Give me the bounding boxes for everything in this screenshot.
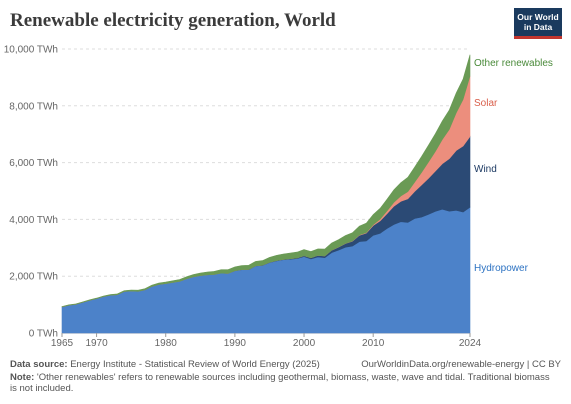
- x-tick-label: 2000: [293, 338, 316, 349]
- x-tick-label: 2024: [459, 338, 482, 349]
- source-url[interactable]: OurWorldinData.org/renewable-energy | CC…: [361, 359, 561, 370]
- logo-line-1: Our World: [517, 12, 559, 22]
- series-labels: Hydropower Wind Solar Other renewables: [474, 58, 553, 274]
- area-other-renewables[interactable]: [61, 54, 471, 308]
- y-axis-ticks: 0 TWh 2,000 TWh 4,000 TWh 6,000 TWh 8,000 TW…: [4, 45, 58, 340]
- owid-logo[interactable]: Our World in Data: [514, 8, 562, 39]
- series-areas: [61, 54, 471, 334]
- y-tick-label: 4,000 TWh: [9, 215, 58, 226]
- data-source-label: Data source:: [10, 359, 68, 370]
- y-tick-label: 10,000 TWh: [4, 45, 58, 56]
- x-tick-label: 1990: [224, 338, 247, 349]
- x-tick-label: 1965: [51, 338, 74, 349]
- x-tick-label: 1970: [85, 338, 108, 349]
- x-tick-label: 2010: [362, 338, 385, 349]
- y-tick-label: 2,000 TWh: [9, 272, 58, 283]
- x-tick-label: 1980: [155, 338, 178, 349]
- logo-line-2: in Data: [523, 22, 553, 32]
- y-tick-label: 8,000 TWh: [9, 101, 58, 112]
- data-source-text[interactable]: Energy Institute - Statistical Review of…: [70, 359, 320, 370]
- area-hydropower[interactable]: [61, 206, 471, 334]
- data-source: Data source: Energy Institute - Statisti…: [10, 359, 320, 370]
- series-label-hydropower[interactable]: Hydropower: [474, 263, 529, 274]
- series-label-solar[interactable]: Solar: [474, 98, 498, 109]
- chart-title: Renewable electricity generation, World: [10, 10, 336, 31]
- series-label-other-renewables[interactable]: Other renewables: [474, 58, 553, 69]
- y-tick-label: 6,000 TWh: [9, 158, 58, 169]
- chart-note: Note: 'Other renewables' refers to renew…: [10, 372, 555, 394]
- note-text: 'Other renewables' refers to renewable s…: [10, 372, 550, 394]
- x-axis-ticks: 1965 1970 1980 1990 2000 2010 2024: [51, 333, 482, 349]
- note-label: Note:: [10, 372, 35, 383]
- y-tick-label: 0 TWh: [29, 329, 58, 340]
- series-label-wind[interactable]: Wind: [474, 164, 497, 175]
